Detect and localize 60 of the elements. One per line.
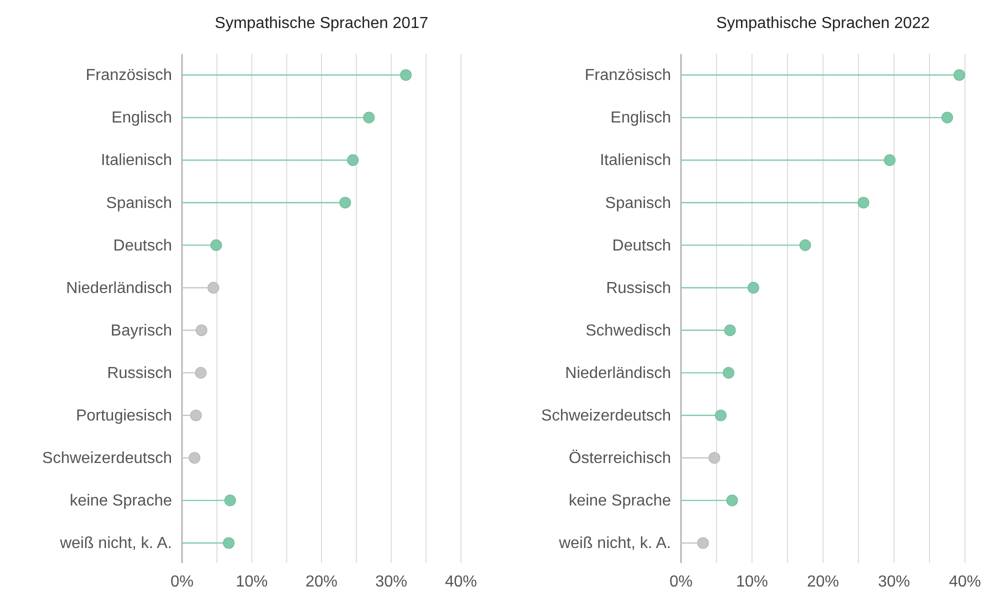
point xyxy=(347,154,359,166)
y-tick-label: Französisch xyxy=(584,67,671,84)
y-tick-label: keine Sprache xyxy=(568,492,672,510)
point xyxy=(196,324,208,336)
y-tick-label: Englisch xyxy=(610,110,671,127)
point xyxy=(188,452,200,464)
y-tick-label: Niederländisch xyxy=(66,280,172,297)
y-tick-label: Österreichisch xyxy=(568,449,671,468)
y-tick-label: Schweizerdeutsch xyxy=(42,450,172,468)
point xyxy=(708,452,720,464)
x-tick-label: 40% xyxy=(444,573,478,590)
y-tick-label: Deutsch xyxy=(612,237,671,254)
point xyxy=(195,367,207,379)
point xyxy=(400,69,412,81)
y-tick-label: weiß nicht, k. A. xyxy=(58,535,172,552)
x-tick-label: 20% xyxy=(806,573,840,590)
point xyxy=(724,324,736,336)
point xyxy=(748,282,760,294)
y-tick-label: Spanisch xyxy=(106,194,172,212)
y-tick-label: Spanisch xyxy=(605,194,671,212)
point xyxy=(208,282,220,294)
point xyxy=(210,239,222,251)
y-tick-label: Russisch xyxy=(107,364,172,382)
x-tick-label: 40% xyxy=(948,573,982,590)
point xyxy=(190,410,202,422)
point xyxy=(222,537,235,549)
point xyxy=(722,367,734,379)
x-tick-label: 10% xyxy=(236,573,268,590)
y-tick-label: Deutsch xyxy=(113,237,172,254)
point xyxy=(224,494,236,506)
point xyxy=(697,537,709,549)
y-tick-label: Schweizerdeutsch xyxy=(541,407,671,424)
y-tick-label: weiß nicht, k. A. xyxy=(558,535,671,552)
point xyxy=(954,69,966,81)
point xyxy=(858,196,870,208)
chart-title: Sympathische Sprachen 2017 xyxy=(214,15,428,32)
x-tick-label: 0% xyxy=(170,573,194,590)
y-tick-label: Schwedisch xyxy=(586,322,671,340)
y-tick-label: Englisch xyxy=(112,110,172,127)
x-tick-label: 30% xyxy=(878,573,910,590)
point xyxy=(714,410,727,422)
y-tick-label: Portugiesisch xyxy=(76,407,172,424)
y-tick-label: Russisch xyxy=(606,280,671,297)
point xyxy=(884,154,896,166)
x-tick-label: 0% xyxy=(669,573,693,590)
point xyxy=(799,239,812,251)
y-tick-label: Französisch xyxy=(86,67,172,84)
x-tick-label: 30% xyxy=(375,573,408,590)
point xyxy=(339,196,352,208)
y-tick-label: Italienisch xyxy=(100,152,172,170)
y-tick-label: Niederländisch xyxy=(565,364,671,382)
y-tick-label: keine Sprache xyxy=(70,492,172,510)
chart-title: Sympathische Sprachen 2022 xyxy=(716,15,930,32)
x-tick-label: 20% xyxy=(305,573,338,590)
point xyxy=(363,112,375,124)
y-tick-label: Italienisch xyxy=(600,152,671,170)
y-tick-label: Bayrisch xyxy=(110,322,172,340)
point xyxy=(941,112,954,124)
x-tick-label: 10% xyxy=(736,573,768,590)
point xyxy=(726,494,738,506)
